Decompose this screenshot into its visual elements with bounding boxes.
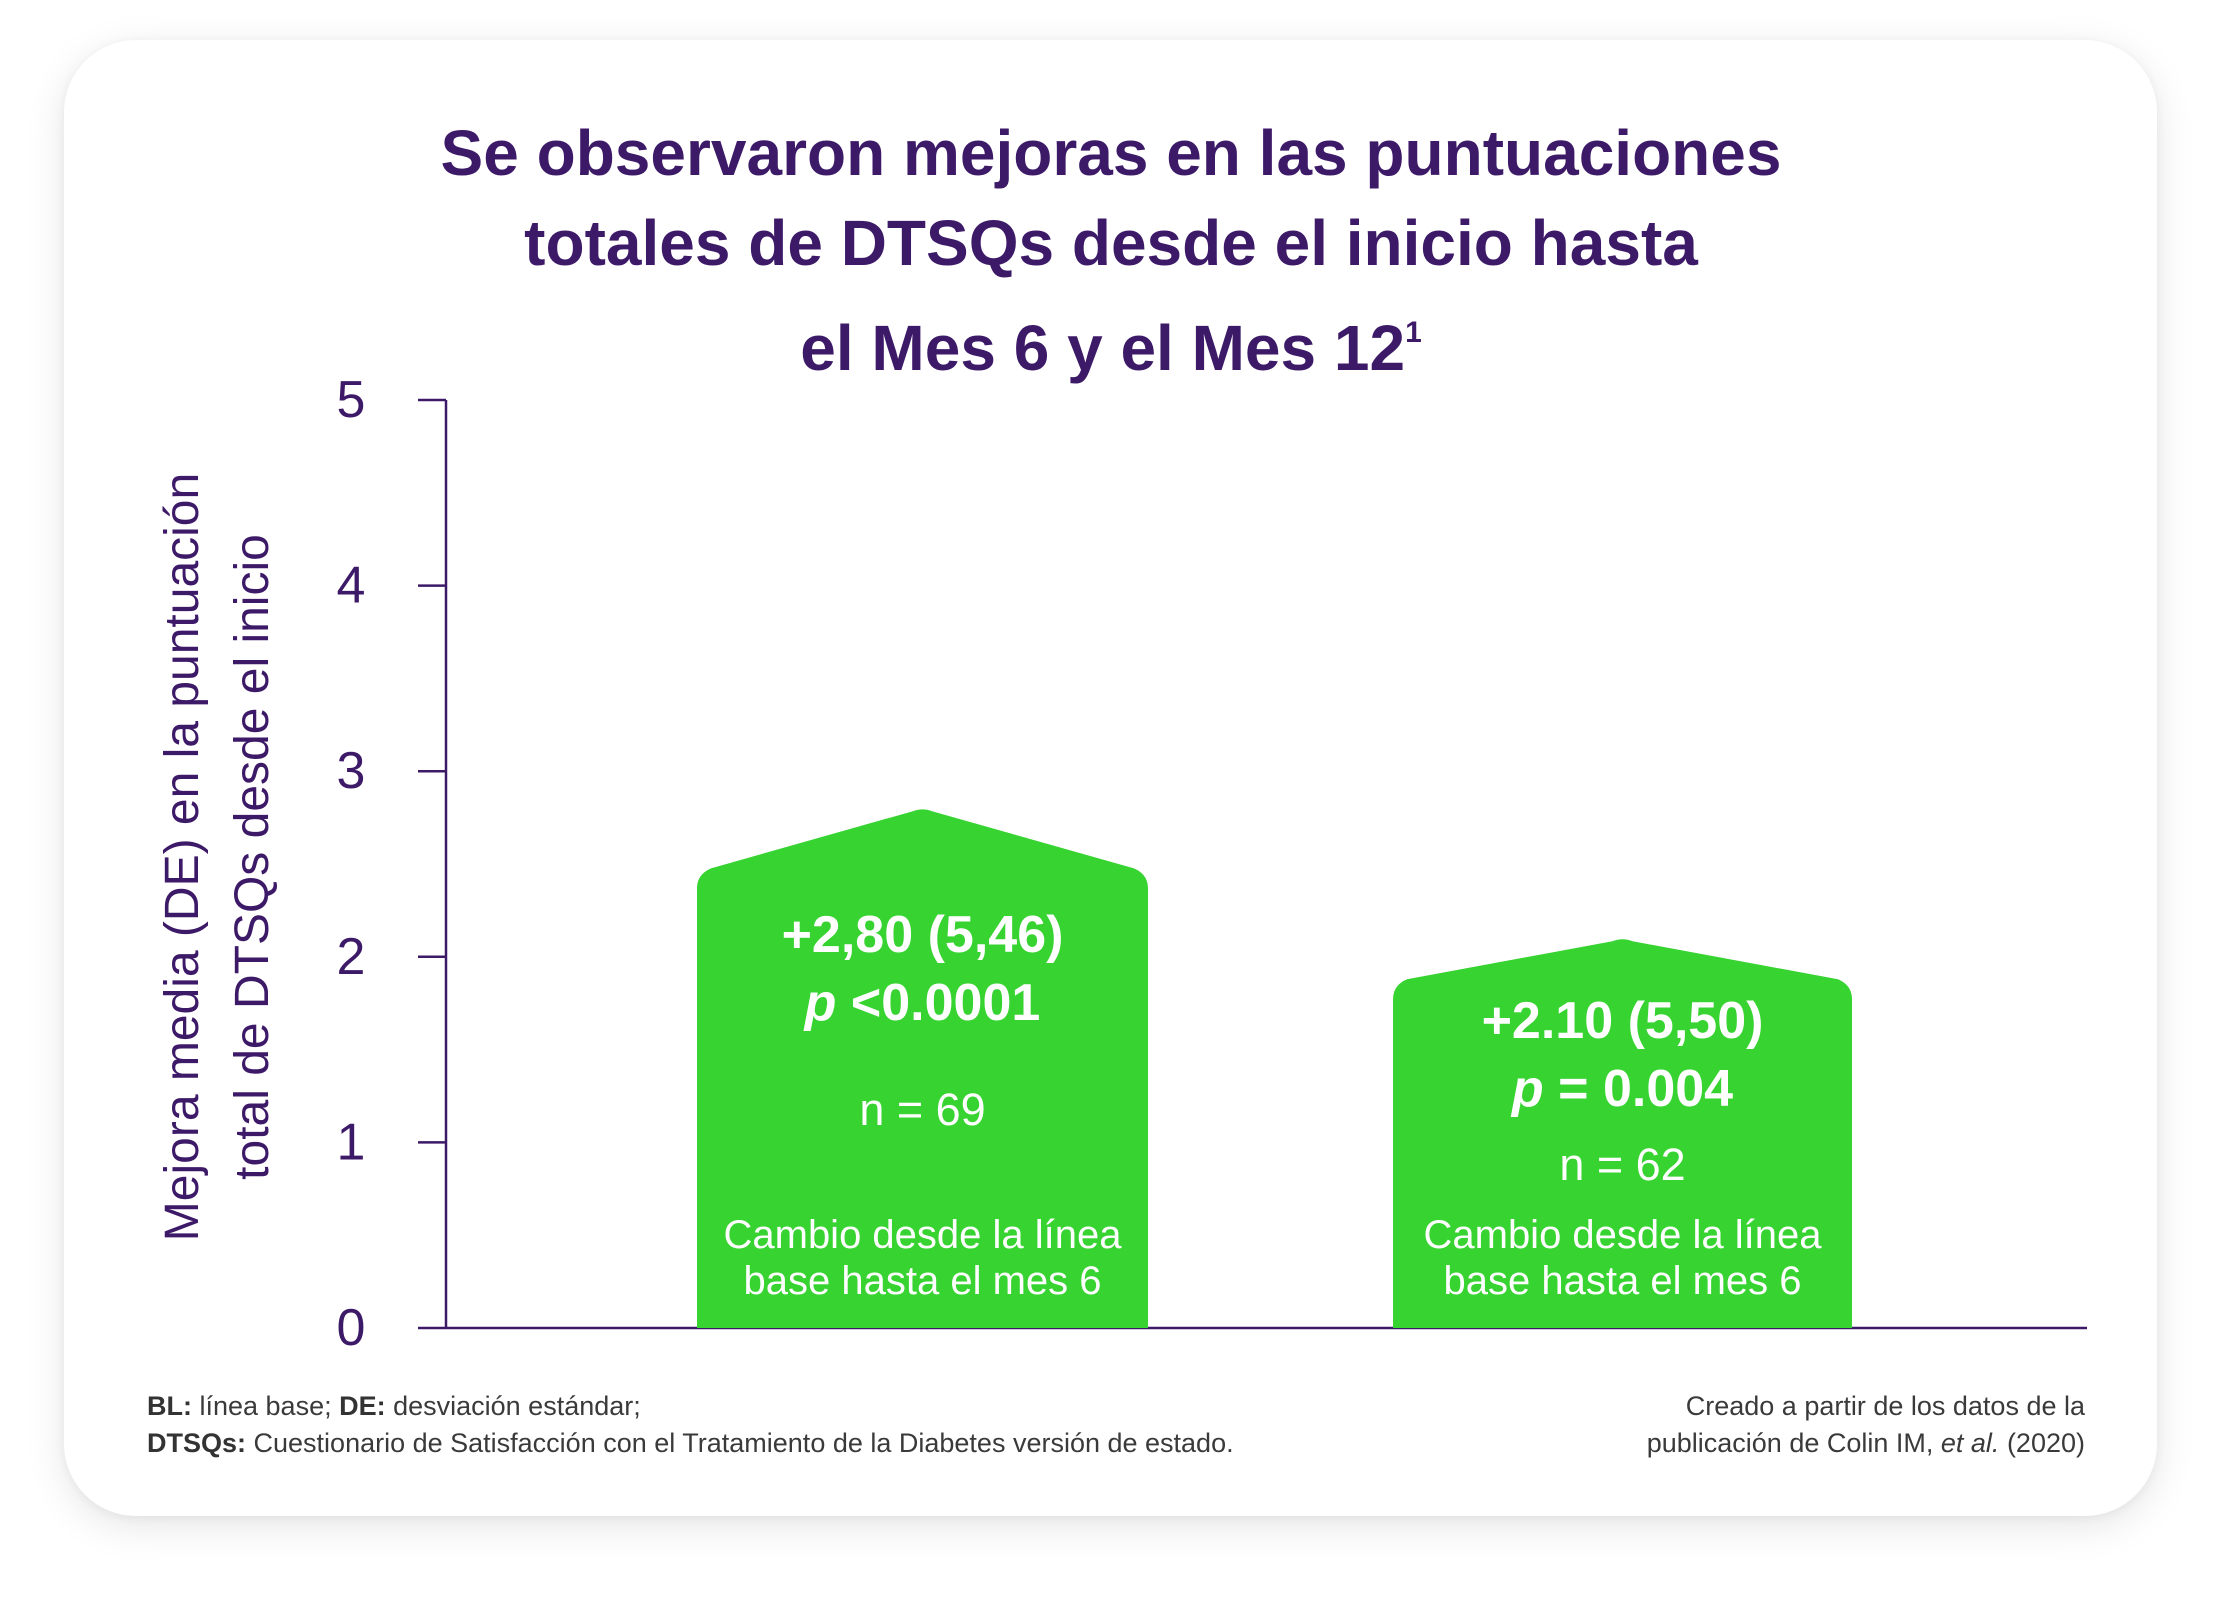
footnote-bl-def: línea base;: [191, 1391, 340, 1421]
footnote-dtsqs-term: DTSQs:: [147, 1428, 247, 1458]
bar-category-label: Cambio desde la línea: [1423, 1213, 1822, 1257]
y-axis-label-line: total de DTSQs desde el inicio: [226, 534, 279, 1180]
bar: [1393, 939, 1852, 1328]
source-line-1: Creado a partir de los datos de la: [1685, 1391, 2085, 1421]
footnote-dtsqs-def: Cuestionario de Satisfacción con el Trat…: [246, 1428, 1234, 1458]
bar-category-label: Cambio desde la línea: [723, 1213, 1122, 1257]
bar-category-label: base hasta el mes 6: [744, 1259, 1102, 1303]
y-axis-label: Mejora media (DE) en la puntuación total …: [156, 473, 279, 1241]
title-superscript: 1: [1405, 316, 1422, 349]
title-line-3: el Mes 6 y el Mes 121: [0, 288, 2222, 393]
y-tick-label: 1: [337, 1113, 366, 1171]
source-year: (2020): [1999, 1428, 2085, 1458]
bar-category-label: base hasta el mes 6: [1444, 1259, 1802, 1303]
y-tick-label: 0: [337, 1299, 366, 1357]
title-line-2: totales de DTSQs desde el inicio hasta: [524, 207, 1698, 279]
footnote-de-def: desviación estándar;: [385, 1391, 641, 1421]
p-symbol: p: [1510, 1060, 1544, 1118]
chart-title: Se observaron mejoras en las puntuacione…: [0, 108, 2222, 393]
source-etal: et al.: [1940, 1428, 2000, 1458]
y-tick-label: 3: [337, 742, 366, 800]
footnote-de-term: DE:: [339, 1391, 386, 1421]
footnote-right: Creado a partir de los datos de la publi…: [1647, 1388, 2085, 1462]
p-value-text: = 0.004: [1544, 1060, 1733, 1118]
bar-n-label: n = 62: [1559, 1139, 1685, 1190]
p-value-text: <0.0001: [836, 974, 1040, 1032]
y-axis-label-line: Mejora media (DE) en la puntuación: [156, 473, 209, 1241]
title-line-3-text: el Mes 6 y el Mes 12: [800, 312, 1406, 384]
source-line-2: publicación de Colin IM, et al. (2020): [1647, 1425, 2085, 1462]
y-tick-label: 4: [337, 557, 366, 615]
y-tick-label: 2: [337, 928, 366, 986]
title-line-1: Se observaron mejoras en las puntuacione…: [440, 117, 1782, 189]
bar-p-value: p = 0.004: [1510, 1060, 1733, 1118]
y-tick-label: 5: [337, 371, 366, 429]
footnote-left: BL: línea base; DE: desviación estándar;…: [147, 1388, 1234, 1462]
bar-n-label: n = 69: [859, 1084, 985, 1135]
bar-value-label: +2,80 (5,46): [782, 906, 1064, 964]
bar: [697, 809, 1148, 1328]
bar-value-label: +2.10 (5,50): [1482, 992, 1764, 1050]
bar-p-value: p <0.0001: [803, 974, 1041, 1032]
p-symbol: p: [803, 974, 837, 1032]
footnote-bl-term: BL:: [147, 1391, 192, 1421]
source-prefix: publicación de Colin IM,: [1646, 1428, 1941, 1458]
